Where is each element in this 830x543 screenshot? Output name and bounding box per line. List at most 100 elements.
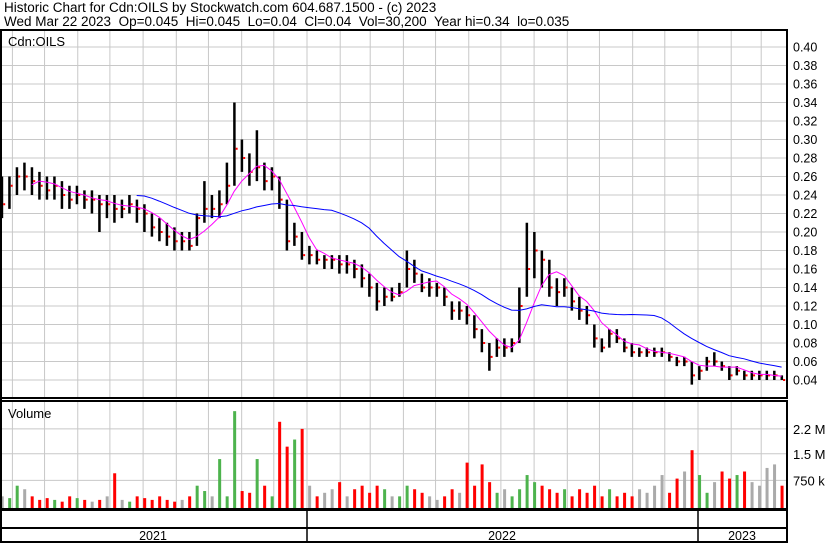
close-tick [460,309,463,312]
volume-bar [683,471,687,509]
close-tick [190,244,193,247]
volume-bar [435,499,439,509]
volume-bar [570,496,574,509]
price-tick-label: 0.40 [793,41,817,55]
volume-bar [660,475,664,509]
price-tick-label: 0.14 [793,281,817,295]
price-bar [368,273,371,297]
close-tick [693,374,696,377]
volume-bar [315,496,319,509]
close-tick [363,277,366,280]
volume-bar [548,489,552,509]
price-bar [285,199,289,251]
price-tick-label: 0.32 [793,115,817,129]
close-tick [85,198,88,201]
close-tick [745,374,748,377]
volume-bar [240,491,244,509]
close-tick [655,351,658,354]
year-label: 2022 [488,529,516,543]
price-bar [488,343,491,371]
close-tick [393,295,396,298]
volume-bar [270,496,274,509]
close-tick [355,268,358,270]
price-bar [98,195,101,232]
price-bar [143,204,146,232]
price-bar [450,301,454,320]
price-bar [623,338,626,353]
price-bar [495,338,499,357]
volume-tick-label: 2.2 M [793,422,826,437]
volume-bar [120,499,124,509]
close-tick [610,332,613,335]
price-bar [188,232,191,251]
volume-bar [510,496,514,509]
close-tick [648,351,651,354]
left-border [0,30,2,543]
price-tick-label: 0.12 [793,300,817,314]
price-bar [240,139,244,172]
volume-bar [158,496,162,509]
chart-title: Historic Chart for Cdn:OILS by Stockwatc… [4,0,437,15]
close-tick [138,207,141,210]
close-tick [333,258,336,261]
price-bar [668,352,671,362]
price-bar [360,264,364,288]
close-tick [108,203,111,206]
price-bar [255,130,259,182]
volume-bar [60,501,64,509]
volume-bar [68,496,72,509]
price-bar [720,361,724,371]
price-bar [510,338,514,353]
volume-bar [735,475,739,509]
price-bar [150,213,154,237]
price-bar [218,190,221,219]
volume-bar [360,485,364,509]
price-bar [570,287,574,311]
volume-bar [623,492,627,509]
close-tick [595,337,598,340]
price-tick-label: 0.20 [793,226,817,240]
price-tick-label: 0.18 [793,244,817,258]
close-tick [618,337,621,340]
volume-panel-label: Volume [8,406,51,421]
close-tick [543,258,546,261]
close-tick [708,360,711,363]
price-tick-label: 0.34 [793,96,817,110]
volume-bar [83,499,87,509]
price-bar [83,190,86,209]
close-tick [213,207,216,210]
price-bar [638,347,641,357]
price-bar [428,278,431,297]
close-tick [505,346,508,349]
close-tick [10,184,13,187]
close-tick [528,268,531,270]
close-tick [753,374,756,377]
volume-bar [675,478,679,509]
price-tick-label: 0.24 [793,189,817,203]
close-tick [78,194,81,196]
price-bar [473,315,476,339]
close-tick [565,286,568,289]
volume-bar [98,499,102,509]
price-bar [735,366,739,376]
price-bar [90,190,94,214]
close-tick [3,203,6,206]
volume-bar [225,496,229,509]
close-tick [513,342,516,344]
price-bar [743,370,746,380]
close-tick [220,203,223,206]
price-tick-label: 0.30 [793,133,817,147]
price-bar [165,222,169,246]
price-bars [0,102,786,385]
close-tick [670,355,673,358]
volume-bar [698,475,702,509]
price-bar [278,176,281,209]
year-axis-border [0,527,788,543]
volume-bar [638,489,642,509]
volume-bar [15,485,19,509]
close-tick [378,300,381,303]
volume-bar [323,492,327,509]
volume-bar [45,498,49,509]
close-tick [783,379,786,381]
volume-bar [255,459,259,509]
